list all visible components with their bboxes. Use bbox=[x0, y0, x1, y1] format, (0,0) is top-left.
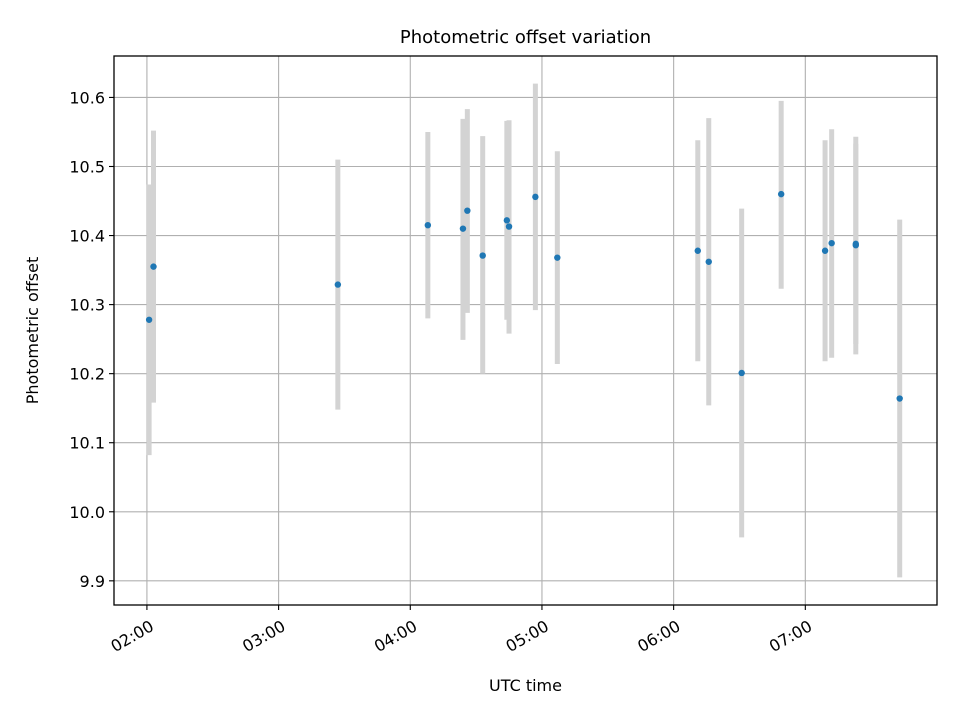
y-tick-label: 10.4 bbox=[69, 227, 105, 246]
grid-layer bbox=[114, 56, 937, 605]
data-point bbox=[738, 369, 745, 377]
data-point bbox=[705, 258, 712, 265]
y-tick-label: 10.2 bbox=[69, 365, 105, 384]
data-point bbox=[145, 316, 153, 323]
data-point bbox=[503, 217, 511, 224]
y-axis-label: Photometric offset bbox=[23, 257, 42, 405]
data-point bbox=[464, 207, 471, 214]
data-point bbox=[694, 247, 701, 254]
y-tick-label: 10.5 bbox=[69, 157, 105, 176]
data-point bbox=[150, 263, 157, 270]
data-point bbox=[459, 225, 467, 232]
data-point bbox=[532, 193, 539, 201]
x-axis-label: UTC time bbox=[489, 676, 562, 695]
y-tick-label: 10.1 bbox=[69, 434, 105, 453]
data-point bbox=[852, 240, 859, 248]
data-point bbox=[424, 221, 432, 229]
plot-frame bbox=[113, 55, 938, 606]
y-tick-label: 9.9 bbox=[80, 572, 105, 591]
y-tick-label: 10.3 bbox=[69, 296, 105, 315]
data-point bbox=[821, 247, 829, 254]
data-point bbox=[828, 239, 835, 247]
data-point bbox=[896, 395, 903, 402]
data-point bbox=[777, 190, 785, 198]
y-tick-label: 10.6 bbox=[69, 88, 105, 107]
chart-title: Photometric offset variation bbox=[400, 27, 651, 48]
point-layer bbox=[145, 190, 903, 402]
data-point bbox=[554, 254, 561, 261]
y-tick-label: 10.0 bbox=[69, 503, 105, 522]
data-point bbox=[479, 252, 486, 259]
data-point bbox=[334, 281, 342, 288]
data-point bbox=[505, 223, 513, 230]
